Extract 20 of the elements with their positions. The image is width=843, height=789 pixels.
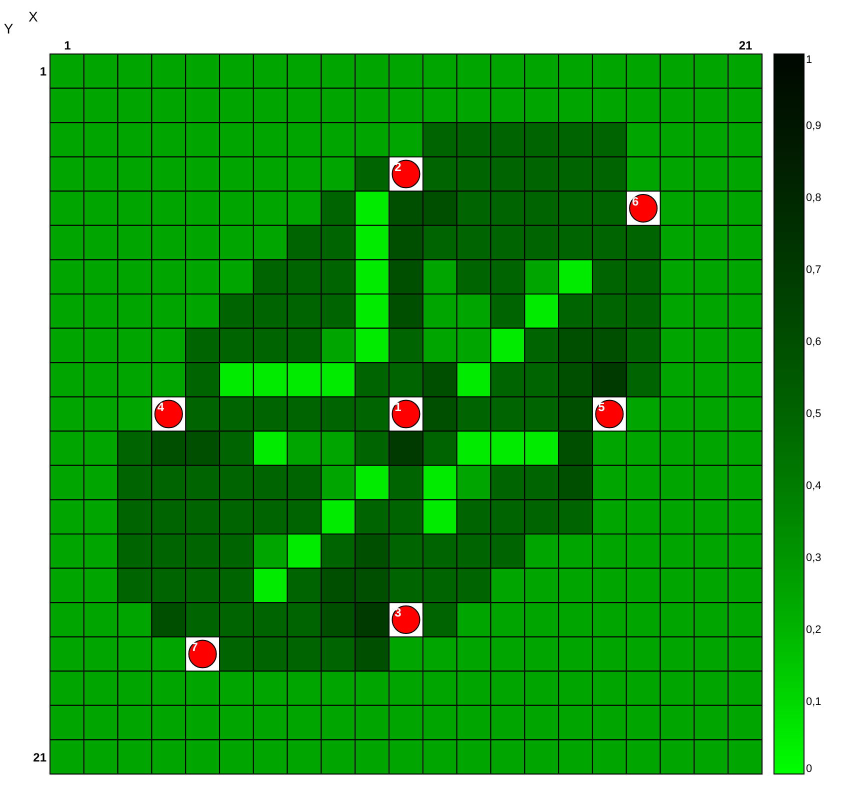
color-bar-label: 0,4 xyxy=(806,480,822,492)
annotation: 4 xyxy=(157,400,164,414)
color-bar-label: 0,5 xyxy=(806,408,822,420)
color-bar-label: 0,6 xyxy=(806,336,822,348)
color-bar-label: 0,1 xyxy=(806,696,822,708)
color-bar-label: 0,9 xyxy=(806,120,822,132)
annotation: 1 xyxy=(394,400,402,414)
color-bar-label: 0,8 xyxy=(806,192,822,204)
annotation: 5 xyxy=(598,400,606,414)
annotation: 2 xyxy=(394,160,402,174)
color-bar-label: 0,7 xyxy=(806,264,822,276)
color-bar-label: 0,3 xyxy=(806,552,822,564)
annotation: 7 xyxy=(191,640,198,654)
color-bar-label: 1 xyxy=(806,54,812,66)
color-bar-label: 0,2 xyxy=(806,624,822,636)
annotation: 6 xyxy=(632,194,639,208)
annotation: 3 xyxy=(394,606,402,620)
y-axis-title: Y xyxy=(4,20,14,36)
color-bar-label: 0 xyxy=(806,763,812,775)
x-axis-title: X xyxy=(28,8,38,24)
